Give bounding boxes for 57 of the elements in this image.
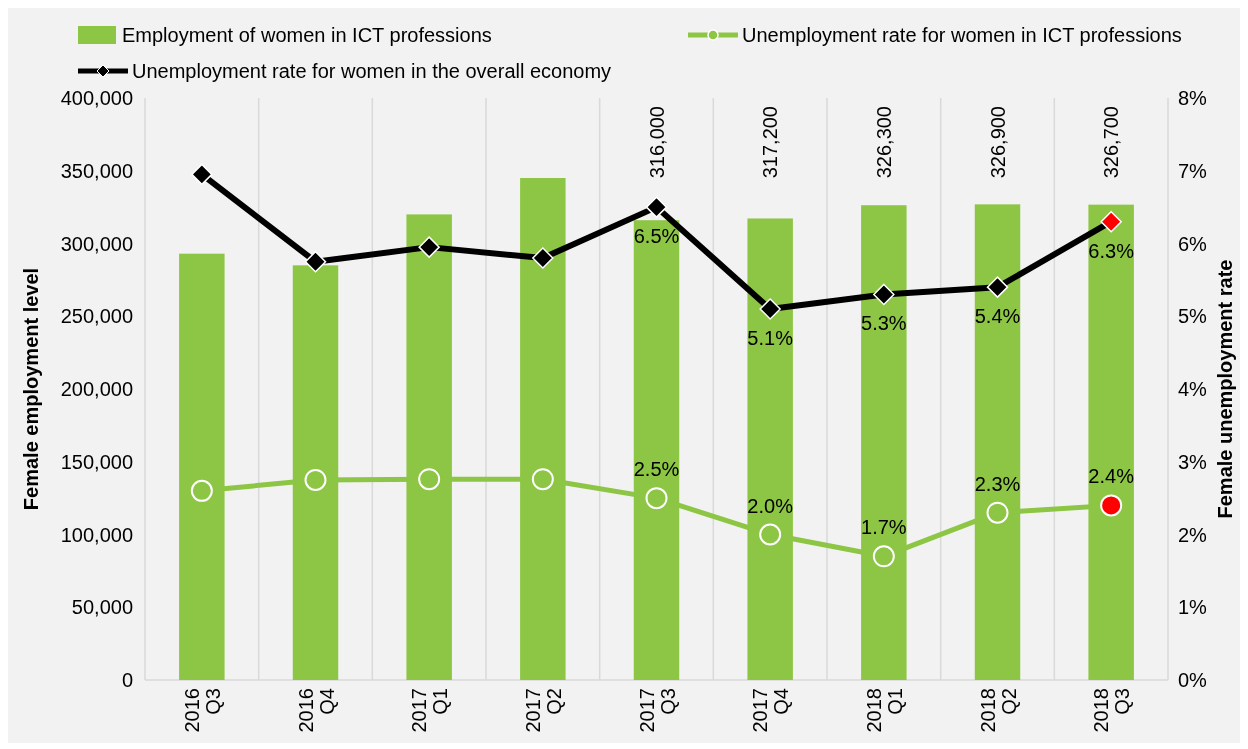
point	[645, 196, 668, 218]
y-axis-title: Female employment level	[20, 267, 42, 511]
y2-tick-label: 6%	[1178, 232, 1208, 255]
y-tick-label: 250,000	[60, 305, 133, 328]
legend-label: Unemployment rate for women in the overall economy	[132, 60, 612, 82]
y-tick-label: 200,000	[60, 378, 133, 400]
y2-tick-label: 1%	[1178, 596, 1208, 619]
data-label: 5.4%	[974, 305, 1021, 328]
x-tick-label: 2018 Q3	[1090, 688, 1134, 733]
data-label: 326,700	[1100, 106, 1123, 179]
x-tick-label: 2017 Q2	[521, 688, 565, 733]
legend-label: Employment of women in ICT professions	[122, 24, 492, 46]
x-tick-label: 2017 Q1	[408, 688, 452, 733]
y2-tick-label: 7%	[1178, 159, 1208, 182]
point	[873, 283, 895, 306]
point	[986, 276, 1009, 298]
data-label: 2.4%	[1088, 465, 1135, 488]
x-tick-label: 2016 Q3	[180, 688, 224, 733]
data-label: 2.3%	[974, 472, 1021, 495]
point	[191, 163, 213, 186]
data-label: 316,000	[645, 106, 668, 179]
point	[1100, 210, 1122, 233]
data-label: 2.5%	[633, 458, 680, 481]
point	[532, 247, 554, 269]
point	[1100, 494, 1123, 517]
legend-label: Unemployment rate for women in ICT professions	[742, 24, 1182, 46]
data-label: 1.7%	[861, 516, 907, 539]
data-label: 326,900	[986, 106, 1009, 179]
data-label: 326,300	[872, 106, 895, 179]
point	[418, 236, 440, 258]
y-tick-label: 350,000	[60, 159, 133, 182]
data-label: 6.5%	[633, 225, 680, 248]
x-tick-label: 2018 Q1	[862, 688, 906, 733]
x-tick-label: 2017 Q4	[749, 688, 793, 733]
y-tick-label: 150,000	[60, 450, 133, 473]
y2-tick-label: 4%	[1178, 378, 1208, 400]
x-tick-label: 2016 Q4	[294, 688, 338, 733]
y2-axis-title: Female unemployment rate	[1214, 259, 1236, 519]
point	[304, 250, 327, 273]
x-tick-label: 2017 Q3	[635, 688, 679, 733]
y2-tick-label: 0%	[1178, 669, 1208, 691]
y-tick-label: 400,000	[60, 87, 133, 109]
x-tick-label: 2018 Q2	[976, 688, 1020, 733]
data-label: 6.3%	[1088, 239, 1135, 262]
y-tick-label: 0	[121, 669, 133, 691]
y2-tick-label: 5%	[1178, 305, 1208, 328]
y-tick-label: 50,000	[71, 596, 133, 619]
data-label: 2.0%	[747, 494, 794, 517]
data-label: 5.3%	[861, 312, 907, 335]
y-tick-label: 300,000	[60, 232, 133, 255]
data-label: 5.1%	[747, 326, 794, 349]
y2-tick-label: 3%	[1178, 450, 1208, 473]
y-tick-label: 100,000	[60, 523, 133, 546]
y2-tick-label: 8%	[1178, 87, 1208, 109]
point	[759, 298, 781, 320]
y2-tick-label: 2%	[1178, 523, 1208, 546]
data-label: 317,200	[759, 106, 782, 179]
